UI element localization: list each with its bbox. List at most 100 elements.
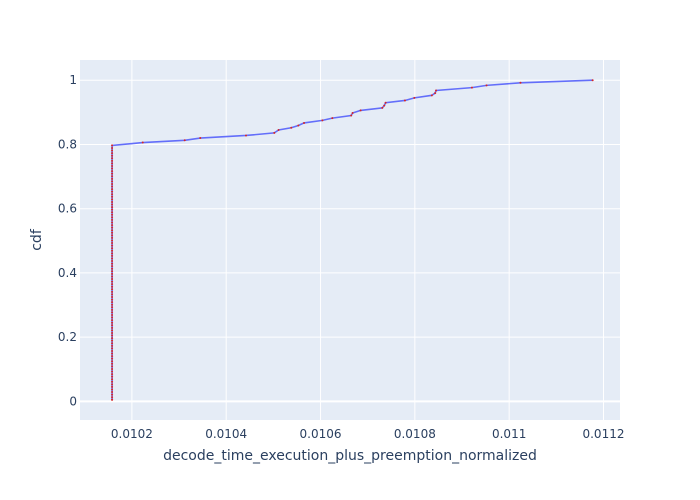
data-point	[591, 79, 594, 82]
data-point	[111, 383, 114, 386]
x-tick-label: 0.0106	[300, 427, 342, 441]
data-point	[111, 200, 114, 203]
data-point	[111, 247, 114, 250]
data-point	[111, 213, 114, 216]
data-point	[111, 373, 114, 376]
series-layer	[111, 79, 594, 401]
data-point	[111, 193, 114, 196]
data-point	[111, 262, 114, 265]
y-tick-label: 0.4	[58, 266, 77, 280]
data-point	[111, 224, 114, 227]
data-point	[111, 278, 114, 281]
data-point	[111, 265, 114, 268]
data-point	[245, 134, 248, 137]
cdf-line	[111, 79, 593, 400]
data-point	[111, 146, 114, 149]
data-point	[111, 378, 114, 381]
data-point	[141, 141, 144, 144]
data-point	[111, 267, 114, 270]
data-point	[111, 203, 114, 206]
data-point	[381, 106, 384, 109]
data-point	[111, 321, 114, 324]
data-point	[111, 365, 114, 368]
data-point	[111, 211, 114, 214]
data-point	[111, 144, 114, 147]
x-tick-label: 0.0112	[582, 427, 624, 441]
x-tick-label: 0.0102	[111, 427, 153, 441]
data-point	[111, 164, 114, 167]
data-point	[111, 185, 114, 188]
data-point	[111, 152, 114, 155]
data-point	[111, 159, 114, 162]
data-point	[111, 149, 114, 152]
data-point	[485, 84, 488, 87]
data-point	[111, 206, 114, 209]
data-point	[111, 296, 114, 299]
y-tick-label: 0.2	[58, 330, 77, 344]
data-point	[183, 139, 186, 142]
data-point	[111, 344, 114, 347]
plot-area	[80, 60, 620, 420]
data-point	[111, 308, 114, 311]
data-point	[111, 249, 114, 252]
data-point	[111, 298, 114, 301]
data-point	[359, 109, 362, 112]
data-point	[430, 94, 433, 97]
data-point	[111, 190, 114, 193]
data-point	[111, 326, 114, 329]
data-point	[111, 257, 114, 260]
data-point	[111, 380, 114, 383]
data-point	[111, 385, 114, 388]
data-point	[111, 370, 114, 373]
data-point	[199, 137, 202, 140]
data-point	[111, 306, 114, 309]
data-point	[111, 216, 114, 219]
data-point	[111, 391, 114, 394]
data-point	[111, 239, 114, 242]
data-point	[351, 111, 354, 114]
data-point	[111, 229, 114, 232]
data-point	[111, 367, 114, 370]
y-tick-label: 0.6	[58, 202, 77, 216]
data-point	[111, 254, 114, 257]
x-tick-label: 0.0104	[205, 427, 247, 441]
data-point	[111, 242, 114, 245]
data-point	[273, 131, 276, 134]
x-axis-title: decode_time_execution_plus_preemption_no…	[163, 448, 537, 464]
y-axis-title: cdf	[29, 228, 45, 251]
data-point	[111, 357, 114, 360]
data-point	[321, 119, 324, 122]
data-point	[297, 124, 300, 127]
data-point	[111, 398, 114, 401]
data-point	[111, 313, 114, 316]
data-point	[111, 180, 114, 183]
data-point	[111, 337, 114, 340]
data-point	[111, 349, 114, 352]
data-point	[331, 117, 334, 120]
data-point	[434, 92, 437, 95]
grid	[80, 60, 620, 420]
data-point	[111, 347, 114, 350]
data-point	[384, 101, 387, 104]
data-point	[111, 290, 114, 293]
data-point	[111, 188, 114, 191]
data-point	[111, 319, 114, 322]
data-point	[111, 182, 114, 185]
y-tick-labels: 0 0.2 0.4 0.6 0.8 1	[58, 73, 77, 408]
data-point	[111, 195, 114, 198]
data-point	[111, 303, 114, 306]
data-point	[111, 288, 114, 291]
data-point	[111, 208, 114, 211]
data-point	[111, 388, 114, 391]
x-tick-labels: 0.0102 0.0104 0.0106 0.0108 0.011 0.0112	[111, 427, 625, 441]
data-point	[111, 231, 114, 234]
data-point	[111, 252, 114, 255]
data-point	[111, 283, 114, 286]
data-point	[111, 170, 114, 173]
data-point	[111, 396, 114, 399]
data-point	[111, 393, 114, 396]
data-point	[111, 280, 114, 283]
data-point	[111, 360, 114, 363]
data-point	[111, 316, 114, 319]
